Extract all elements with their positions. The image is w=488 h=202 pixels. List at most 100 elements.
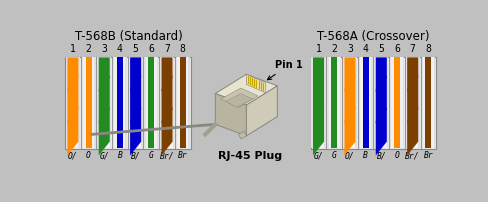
Bar xyxy=(130,57,141,148)
Text: B/: B/ xyxy=(130,151,140,160)
Polygon shape xyxy=(344,75,355,124)
Text: Br: Br xyxy=(423,151,432,160)
Polygon shape xyxy=(312,107,324,156)
Text: 3: 3 xyxy=(346,43,352,54)
Polygon shape xyxy=(344,107,355,156)
Polygon shape xyxy=(161,107,172,156)
Bar xyxy=(425,57,430,148)
Bar xyxy=(328,57,330,148)
Bar xyxy=(362,57,368,148)
Polygon shape xyxy=(375,57,386,92)
Text: B: B xyxy=(117,151,122,160)
Polygon shape xyxy=(246,86,277,136)
Bar xyxy=(91,57,94,148)
Polygon shape xyxy=(67,57,78,92)
Text: 8: 8 xyxy=(425,43,430,54)
Text: 1: 1 xyxy=(315,43,321,54)
Bar xyxy=(130,57,141,148)
Bar xyxy=(160,57,174,148)
Text: Br/: Br/ xyxy=(160,151,174,160)
Bar xyxy=(311,57,325,148)
Text: 1: 1 xyxy=(70,43,76,54)
Bar xyxy=(310,57,435,149)
Bar xyxy=(128,57,142,148)
Bar xyxy=(399,57,402,148)
Text: 5: 5 xyxy=(132,43,138,54)
Text: G/: G/ xyxy=(313,151,323,160)
Polygon shape xyxy=(99,75,109,124)
Bar xyxy=(375,57,386,148)
Text: 4: 4 xyxy=(362,43,368,54)
Bar xyxy=(83,57,85,148)
Text: B/: B/ xyxy=(376,151,386,160)
Text: 6: 6 xyxy=(393,43,399,54)
Text: O/: O/ xyxy=(68,151,78,160)
Text: 2: 2 xyxy=(85,43,91,54)
Bar xyxy=(113,57,127,148)
Bar xyxy=(389,57,403,148)
Bar xyxy=(148,57,154,148)
Text: G: G xyxy=(148,151,153,160)
Text: T-568B (Standard): T-568B (Standard) xyxy=(75,30,183,43)
Polygon shape xyxy=(99,107,109,156)
Polygon shape xyxy=(220,88,258,107)
Text: 7: 7 xyxy=(409,43,415,54)
Text: 5: 5 xyxy=(378,43,384,54)
Text: 4: 4 xyxy=(117,43,122,54)
Bar xyxy=(67,57,78,148)
Text: 6: 6 xyxy=(148,43,154,54)
Text: G/: G/ xyxy=(99,151,109,160)
Bar xyxy=(97,57,111,148)
Bar xyxy=(85,57,91,148)
Bar xyxy=(122,57,125,148)
Bar xyxy=(161,57,172,148)
Text: O: O xyxy=(86,151,91,160)
Polygon shape xyxy=(130,107,141,156)
Bar xyxy=(344,57,355,148)
Bar xyxy=(177,57,179,148)
Bar xyxy=(375,57,386,148)
Text: 3: 3 xyxy=(101,43,107,54)
Text: Br/: Br/ xyxy=(405,151,419,160)
Polygon shape xyxy=(407,75,417,124)
Polygon shape xyxy=(375,107,386,156)
Text: O: O xyxy=(394,151,399,160)
Polygon shape xyxy=(161,57,172,92)
Bar xyxy=(185,57,188,148)
Polygon shape xyxy=(225,94,252,107)
Polygon shape xyxy=(130,75,141,124)
Polygon shape xyxy=(312,75,324,124)
Bar xyxy=(391,57,393,148)
Polygon shape xyxy=(161,75,172,124)
Bar xyxy=(326,57,341,148)
Polygon shape xyxy=(407,107,417,156)
Polygon shape xyxy=(215,74,277,105)
Bar xyxy=(359,57,362,148)
Polygon shape xyxy=(99,57,109,92)
Polygon shape xyxy=(312,57,324,92)
Bar xyxy=(114,57,117,148)
Text: 2: 2 xyxy=(330,43,336,54)
Bar xyxy=(99,57,109,148)
Text: Br: Br xyxy=(178,151,187,160)
Polygon shape xyxy=(344,57,355,92)
Bar xyxy=(407,57,417,148)
Bar xyxy=(66,57,80,148)
Bar xyxy=(161,57,172,148)
Bar xyxy=(67,57,78,148)
Bar xyxy=(421,57,434,148)
Bar xyxy=(330,57,337,148)
Bar xyxy=(373,57,387,148)
Bar xyxy=(154,57,157,148)
Text: O/: O/ xyxy=(345,151,354,160)
Bar xyxy=(65,57,190,149)
Bar xyxy=(117,57,122,148)
Bar xyxy=(405,57,419,148)
Polygon shape xyxy=(67,107,78,156)
Text: T-568A (Crossover): T-568A (Crossover) xyxy=(317,30,429,43)
Bar xyxy=(99,57,109,148)
Bar xyxy=(337,57,339,148)
Text: 8: 8 xyxy=(180,43,185,54)
Bar xyxy=(312,57,324,148)
Bar xyxy=(344,57,355,148)
